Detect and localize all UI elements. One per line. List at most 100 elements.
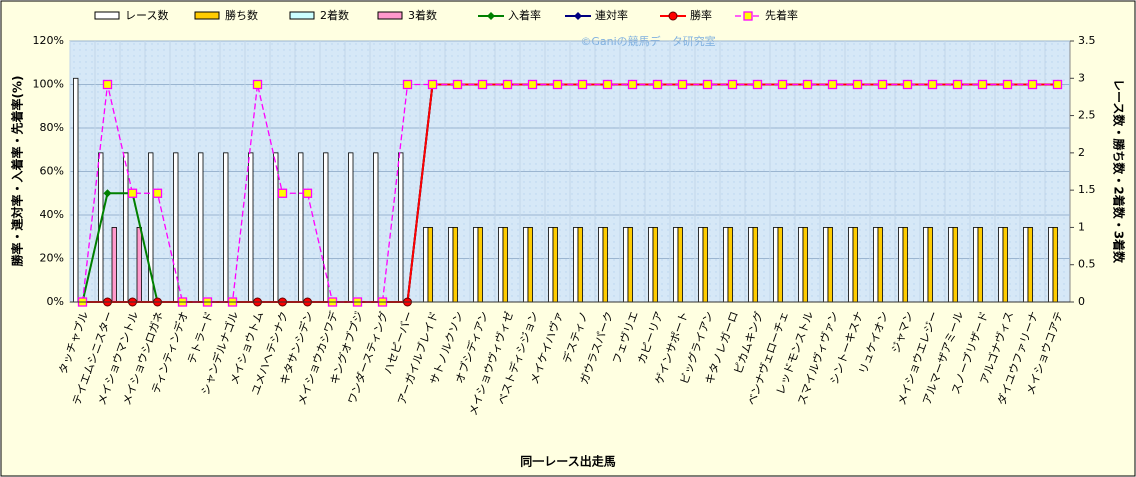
y-axis-title: 勝率・連対率・入着率・先着率(%) xyxy=(10,76,25,267)
y2-tick-label: 1 xyxy=(1078,220,1085,233)
marker xyxy=(152,188,163,198)
marker xyxy=(487,12,495,20)
marker xyxy=(452,79,463,90)
marker xyxy=(527,79,538,90)
bar xyxy=(952,227,958,303)
marker xyxy=(752,79,763,90)
marker xyxy=(477,79,488,90)
bar xyxy=(677,227,683,303)
bar xyxy=(111,227,117,303)
y2-axis-title: レース数・勝ち数・2着数・3着数 xyxy=(1112,79,1127,264)
marker xyxy=(802,79,813,90)
bar xyxy=(136,227,142,303)
marker xyxy=(602,79,613,90)
bar xyxy=(498,227,504,303)
bar xyxy=(873,227,879,303)
bar xyxy=(602,227,608,303)
legend-label: 連対率 xyxy=(595,8,628,22)
y-tick-label: 60% xyxy=(40,165,64,178)
bar xyxy=(573,227,579,303)
bar xyxy=(452,227,458,303)
bar xyxy=(73,77,79,303)
bar xyxy=(652,227,658,303)
marker xyxy=(1027,79,1038,90)
marker xyxy=(103,189,112,198)
legend-label: レース数 xyxy=(125,9,168,22)
legend-swatch xyxy=(194,11,220,20)
bar xyxy=(1023,227,1029,303)
bar xyxy=(877,227,883,303)
bar xyxy=(198,152,204,303)
y-tick-label: 120% xyxy=(33,34,64,47)
marker xyxy=(977,79,988,90)
bar xyxy=(552,227,558,303)
marker xyxy=(252,79,263,90)
marker xyxy=(574,12,582,20)
bar xyxy=(723,227,729,303)
bar xyxy=(223,152,229,303)
legend-swatch xyxy=(377,11,403,20)
bar xyxy=(373,152,379,303)
bar xyxy=(448,227,454,303)
legend-label: 勝率 xyxy=(690,8,712,22)
y2-tick-label: 3 xyxy=(1078,71,1085,84)
legend-label: 勝ち数 xyxy=(225,8,258,22)
bar xyxy=(773,227,779,303)
bar xyxy=(298,152,304,303)
marker xyxy=(402,79,413,90)
bar xyxy=(802,227,808,303)
y2-tick-label: 3.5 xyxy=(1078,34,1096,47)
bar xyxy=(577,227,583,303)
legend-swatch xyxy=(94,11,120,20)
bar xyxy=(1052,227,1058,303)
marker xyxy=(902,79,913,90)
bar xyxy=(948,227,954,303)
y2-tick-label: 0.5 xyxy=(1078,258,1096,271)
bar xyxy=(777,227,783,303)
marker xyxy=(127,188,138,198)
marker xyxy=(627,79,638,90)
y2-tick-label: 0 xyxy=(1078,295,1085,308)
bar xyxy=(827,227,833,303)
marker xyxy=(1052,79,1063,90)
bar xyxy=(623,227,629,303)
y2-tick-label: 2.5 xyxy=(1078,109,1096,122)
bar xyxy=(123,152,129,303)
bar xyxy=(752,227,758,303)
marker xyxy=(277,188,288,198)
bar xyxy=(273,152,279,303)
bar xyxy=(348,152,354,303)
marker xyxy=(702,79,713,90)
bar xyxy=(398,152,404,303)
legend-label: 先着率 xyxy=(765,8,798,22)
bar xyxy=(852,227,858,303)
bar xyxy=(798,227,804,303)
bar xyxy=(648,227,654,303)
marker xyxy=(427,79,438,90)
bar xyxy=(998,227,1004,303)
bar xyxy=(502,227,508,303)
marker xyxy=(727,79,738,90)
bar xyxy=(977,227,983,303)
marker xyxy=(652,79,663,90)
bar xyxy=(473,227,479,303)
y-tick-label: 40% xyxy=(40,208,64,221)
marker xyxy=(577,79,588,90)
bar xyxy=(748,227,754,303)
marker xyxy=(852,79,863,90)
y-tick-label: 80% xyxy=(40,121,64,134)
y2-tick-label: 1.5 xyxy=(1078,183,1096,196)
bar xyxy=(702,227,708,303)
bar xyxy=(848,227,854,303)
bar xyxy=(898,227,904,303)
line xyxy=(81,83,1058,303)
bar xyxy=(727,227,733,303)
y-tick-label: 100% xyxy=(33,78,64,91)
bar xyxy=(823,227,829,303)
bar xyxy=(427,227,433,303)
bar xyxy=(548,227,554,303)
bar xyxy=(477,227,483,303)
marker xyxy=(552,79,563,90)
bar xyxy=(698,227,704,303)
